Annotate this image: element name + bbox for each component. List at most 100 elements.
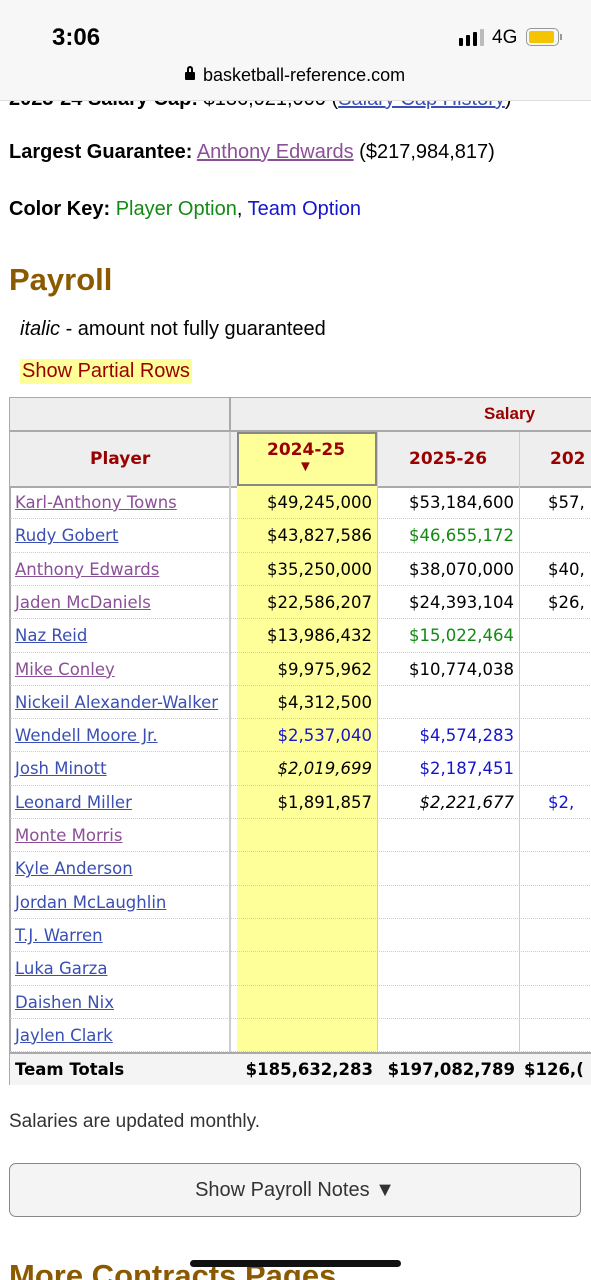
row-line <box>10 818 591 819</box>
salary-cell: $2,019,699 <box>277 759 372 779</box>
battery-tip <box>560 34 562 40</box>
sort-indicator: ▼ <box>298 458 313 475</box>
totals-cell: $185,632,283 <box>245 1060 373 1080</box>
signal-bar <box>473 32 477 46</box>
status-bar <box>0 0 591 101</box>
row-line <box>10 718 591 720</box>
column-header: 202 <box>550 449 586 469</box>
column-header: Player <box>90 449 151 469</box>
clock: 3:06 <box>52 24 101 51</box>
player-link[interactable]: Daishen Nix <box>15 992 114 1012</box>
italic-word: italic <box>20 318 61 340</box>
player-link[interactable]: Anthony Edwards <box>15 559 160 579</box>
row-line <box>10 917 591 919</box>
player-link[interactable]: Karl-Anthony Towns <box>15 493 177 512</box>
salary-cell: $15,022,464 <box>409 626 514 646</box>
show-payroll-notes[interactable]: Show Payroll Notes ▼ <box>9 1163 581 1217</box>
player-link[interactable]: Kyle Anderson <box>15 859 133 879</box>
salary-cell: $49,245,000 <box>267 493 372 512</box>
row-line <box>10 584 591 586</box>
lock-shackle <box>187 66 193 73</box>
totals-bg <box>10 1052 591 1086</box>
row-line <box>10 551 591 553</box>
salary-cell: $10,774,038 <box>409 659 514 679</box>
salary-cell: $13,986,432 <box>267 626 372 646</box>
url: basketball-reference.com <box>203 65 406 85</box>
label: Largest Guarantee: <box>9 141 193 163</box>
color-key: Color Key: Player Option, Team Option <box>9 198 361 221</box>
row-line <box>10 784 591 786</box>
salary-cell: $2,221,677 <box>419 792 514 812</box>
largest-guarantee: Largest Guarantee: Anthony Edwards ($217… <box>9 141 495 164</box>
player-link[interactable]: Jordan McLaughlin <box>15 892 167 912</box>
signal-bar <box>459 38 463 46</box>
totals-cell: $126,( <box>524 1060 584 1080</box>
row-line <box>10 751 591 753</box>
label: Color Key: <box>9 198 111 220</box>
header-sorted-bg <box>237 432 377 486</box>
row-line <box>10 1017 591 1019</box>
salary-cell: $4,312,500 <box>277 692 372 712</box>
separator: , <box>236 198 243 220</box>
salary-cell: $2, <box>548 792 575 812</box>
row-line <box>10 1051 591 1053</box>
player-link[interactable]: Luka Garza <box>15 959 108 979</box>
footer-note: Salaries are updated monthly. <box>9 1111 261 1132</box>
salary-cell: $1,891,857 <box>277 792 372 812</box>
player-link[interactable]: Nickeil Alexander-Walker <box>15 692 219 712</box>
salary-cell: $24,393,104 <box>409 592 514 612</box>
player-link[interactable]: Monte Morris <box>15 826 123 845</box>
salary-cell: $57, <box>548 493 585 512</box>
player-link[interactable]: Rudy Gobert <box>15 526 119 546</box>
section-title: Payroll <box>9 262 113 297</box>
salary-cell: $4,574,283 <box>419 726 514 746</box>
salary-cell: $2,187,451 <box>419 759 514 779</box>
col-divider <box>519 432 520 1086</box>
row-line <box>10 684 591 686</box>
lock-icon <box>185 72 195 80</box>
player-link[interactable]: Naz Reid <box>15 626 88 646</box>
salary-cell: $35,250,000 <box>267 559 372 579</box>
salary-cell: $38,070,000 <box>409 559 514 579</box>
sorted-column-bg <box>237 486 377 1053</box>
player-link[interactable]: Jaden McDaniels <box>15 592 151 612</box>
salary-cell: $22,586,207 <box>267 592 372 612</box>
col-divider <box>229 432 231 1053</box>
group-divider <box>229 397 231 431</box>
row-line <box>10 984 591 986</box>
player-link[interactable]: Mike Conley <box>15 659 115 679</box>
row-line <box>10 851 591 853</box>
color-key-item: Team Option <box>247 198 362 220</box>
color-key-item: Player Option <box>115 198 237 220</box>
amount: ($217,984,817) <box>359 141 495 163</box>
home-indicator <box>190 1260 401 1267</box>
show-partial-rows[interactable]: Show Partial Rows <box>20 359 192 384</box>
totals-label: Team Totals <box>15 1060 125 1080</box>
player-link[interactable]: T.J. Warren <box>15 925 103 945</box>
salary-cell: $40, <box>548 559 585 579</box>
group-header: Salary <box>484 404 536 423</box>
player-link[interactable]: Wendell Moore Jr. <box>15 726 158 746</box>
battery-level <box>529 31 554 43</box>
totals-cell: $197,082,789 <box>387 1060 515 1080</box>
signal-bar <box>480 29 484 46</box>
col-divider <box>377 432 378 1086</box>
player-link[interactable]: Josh Minott <box>15 759 107 779</box>
player-link[interactable]: Anthony Edwards <box>196 141 354 163</box>
salary-cell: $26, <box>548 592 585 612</box>
salary-cell: $46,655,172 <box>409 526 514 546</box>
column-header: 2025-26 <box>409 449 488 469</box>
row-line <box>10 618 591 620</box>
battery <box>526 28 559 46</box>
network: 4G <box>492 27 518 48</box>
player-link[interactable]: Jaylen Clark <box>15 1025 113 1045</box>
salary-cell: $43,827,586 <box>267 526 372 546</box>
group-header-bg <box>10 398 591 432</box>
player-link[interactable]: Leonard Miller <box>15 792 132 812</box>
row-line <box>10 518 591 520</box>
salary-cell: $9,975,962 <box>277 659 372 679</box>
column-header: 2024-25 <box>267 440 346 460</box>
row-line <box>10 884 591 886</box>
italic-note: italic - amount not fully guaranteed <box>20 318 326 341</box>
